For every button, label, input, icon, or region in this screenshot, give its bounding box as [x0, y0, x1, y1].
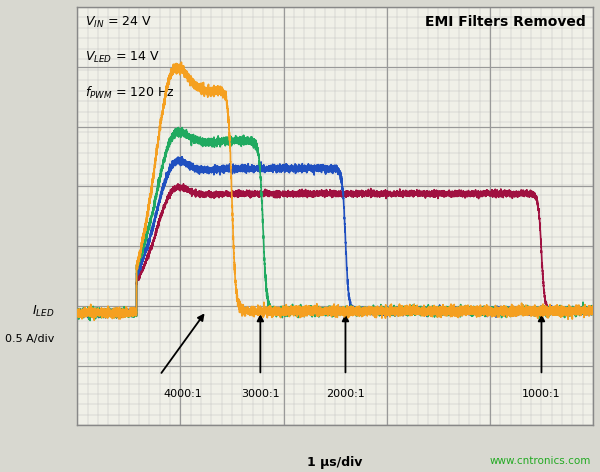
Text: 1 μs/div: 1 μs/div: [307, 456, 363, 469]
Text: 0.5 A/div: 0.5 A/div: [5, 334, 54, 344]
Text: 4000:1: 4000:1: [164, 389, 202, 399]
Text: EMI Filters Removed: EMI Filters Removed: [425, 15, 586, 29]
Text: $V_{LED}$ = 14 V: $V_{LED}$ = 14 V: [85, 50, 160, 65]
Text: 2000:1: 2000:1: [326, 389, 365, 399]
Text: 3000:1: 3000:1: [241, 389, 280, 399]
Text: www.cntronics.com: www.cntronics.com: [489, 456, 590, 466]
Text: 1000:1: 1000:1: [522, 389, 561, 399]
Text: $I_{LED}$: $I_{LED}$: [32, 303, 54, 319]
Text: $V_{IN}$ = 24 V: $V_{IN}$ = 24 V: [85, 15, 152, 30]
Text: $f_{PWM}$ = 120 Hz: $f_{PWM}$ = 120 Hz: [85, 84, 175, 101]
